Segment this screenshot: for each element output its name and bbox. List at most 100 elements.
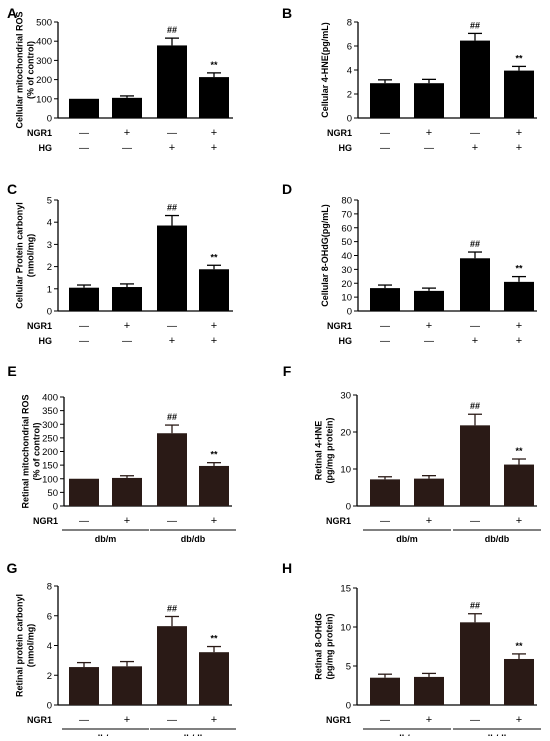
panel-letter: B	[282, 5, 292, 21]
y-tick-label: 60	[341, 223, 352, 234]
panel-b: B 0 2 4 6 8 Cellular 4-HNE(pg/mL) ## ** NGR1 — + — + H…	[282, 5, 537, 154]
bar	[199, 269, 229, 311]
bar	[460, 40, 490, 118]
minus-sign: —	[79, 516, 89, 527]
y-axis-label: Retinal protein carbonyl	[15, 594, 25, 697]
group-label: db/m	[396, 534, 418, 544]
factor-label: HG	[339, 143, 353, 153]
plus-sign: +	[169, 142, 175, 154]
bar	[370, 677, 400, 705]
y-axis-label: (% of control)	[26, 41, 36, 99]
bar	[504, 70, 534, 118]
plus-sign: +	[426, 320, 432, 332]
significance-label: **	[515, 641, 523, 651]
minus-sign: —	[79, 321, 89, 332]
bar	[157, 225, 187, 311]
plus-sign: +	[169, 335, 175, 347]
plus-sign: +	[426, 714, 432, 726]
minus-sign: —	[79, 336, 89, 347]
significance-label: **	[515, 53, 523, 63]
panel-e: E 0 50 100 150 200 250 300 350 400 Retinal mitocho…	[7, 363, 236, 544]
significance-label: **	[210, 252, 218, 262]
y-tick-label: 0	[347, 114, 352, 125]
bar	[157, 45, 187, 119]
minus-sign: —	[167, 516, 177, 527]
significance-label: **	[210, 450, 218, 460]
panel-letter: A	[7, 5, 17, 21]
panel-letter: C	[7, 181, 17, 197]
bar	[69, 667, 99, 705]
bar	[157, 626, 187, 705]
bar	[504, 464, 534, 506]
plus-sign: +	[516, 142, 522, 154]
significance-label: ##	[470, 601, 480, 611]
minus-sign: —	[380, 336, 390, 347]
minus-sign: —	[167, 128, 177, 139]
factor-label: HG	[339, 336, 353, 346]
y-tick-label: 100	[36, 94, 52, 105]
bar	[504, 281, 534, 311]
significance-label: ##	[167, 203, 177, 213]
plus-sign: +	[124, 127, 130, 139]
factor-label: HG	[39, 143, 53, 153]
group-label: db/db	[181, 534, 206, 544]
plus-sign: +	[516, 714, 522, 726]
significance-label: ##	[470, 20, 480, 30]
bar	[414, 478, 444, 506]
plus-sign: +	[211, 142, 217, 154]
panel-a: A 0 100 200 300 400 500 Cellular mitochondrial …	[7, 5, 233, 154]
bar	[414, 676, 444, 705]
y-tick-label: 2	[47, 262, 52, 273]
panel-letter: G	[7, 560, 18, 576]
bar	[370, 288, 400, 311]
factor-label: NGR1	[327, 128, 352, 138]
minus-sign: —	[167, 715, 177, 726]
significance-label: ##	[470, 401, 480, 411]
plus-sign: +	[211, 320, 217, 332]
y-tick-label: 300	[36, 56, 52, 67]
group-label: db/db	[485, 534, 510, 544]
plus-sign: +	[426, 515, 432, 527]
panel-g: G 0 2 4 6 8 Retinal protein carbonyl (nmol/mg) #…	[7, 560, 236, 741]
bar	[112, 477, 142, 506]
bar	[460, 258, 490, 311]
y-tick-label: 30	[341, 265, 352, 276]
panel-f: F 0 10 20 30 Retinal 4-HNE (pg/mg protein) ## **…	[283, 363, 541, 544]
bar	[112, 666, 142, 705]
minus-sign: —	[79, 715, 89, 726]
factor-label: NGR1	[326, 516, 351, 526]
factor-label: NGR1	[27, 321, 52, 331]
y-tick-label: 80	[341, 196, 352, 207]
y-tick-label: 6	[47, 611, 52, 622]
y-tick-label: 30	[340, 391, 351, 402]
y-tick-label: 20	[340, 428, 351, 439]
minus-sign: —	[380, 715, 390, 726]
bar	[414, 290, 444, 311]
minus-sign: —	[380, 143, 390, 154]
y-tick-label: 400	[42, 393, 58, 404]
y-axis-label: Retinal 8-OHdG	[314, 613, 324, 680]
panel-d: D 0 10 20 30 40 50 60 70 80 Cellular 8-OHdG(pg/mL)…	[282, 181, 537, 347]
y-tick-label: 10	[340, 623, 351, 634]
bar	[460, 622, 490, 705]
minus-sign: —	[79, 143, 89, 154]
significance-label: ##	[167, 603, 177, 613]
panel-letter: D	[282, 181, 292, 197]
bar	[69, 287, 99, 311]
y-tick-label: 50	[47, 488, 58, 499]
minus-sign: —	[470, 321, 480, 332]
significance-label: **	[210, 634, 218, 644]
panel-letter: E	[7, 363, 16, 379]
y-tick-label: 2	[47, 671, 52, 682]
panel-h: H 0 5 10 15 Retinal 8-OHdG (pg/mg protein) ## **…	[282, 560, 541, 741]
plus-sign: +	[516, 335, 522, 347]
y-tick-label: 100	[42, 474, 58, 485]
minus-sign: —	[424, 143, 434, 154]
minus-sign: —	[167, 321, 177, 332]
y-tick-label: 40	[341, 251, 352, 262]
y-tick-label: 0	[346, 502, 351, 513]
bar	[199, 77, 229, 118]
y-tick-label: 3	[47, 240, 52, 251]
y-tick-label: 5	[47, 196, 52, 207]
